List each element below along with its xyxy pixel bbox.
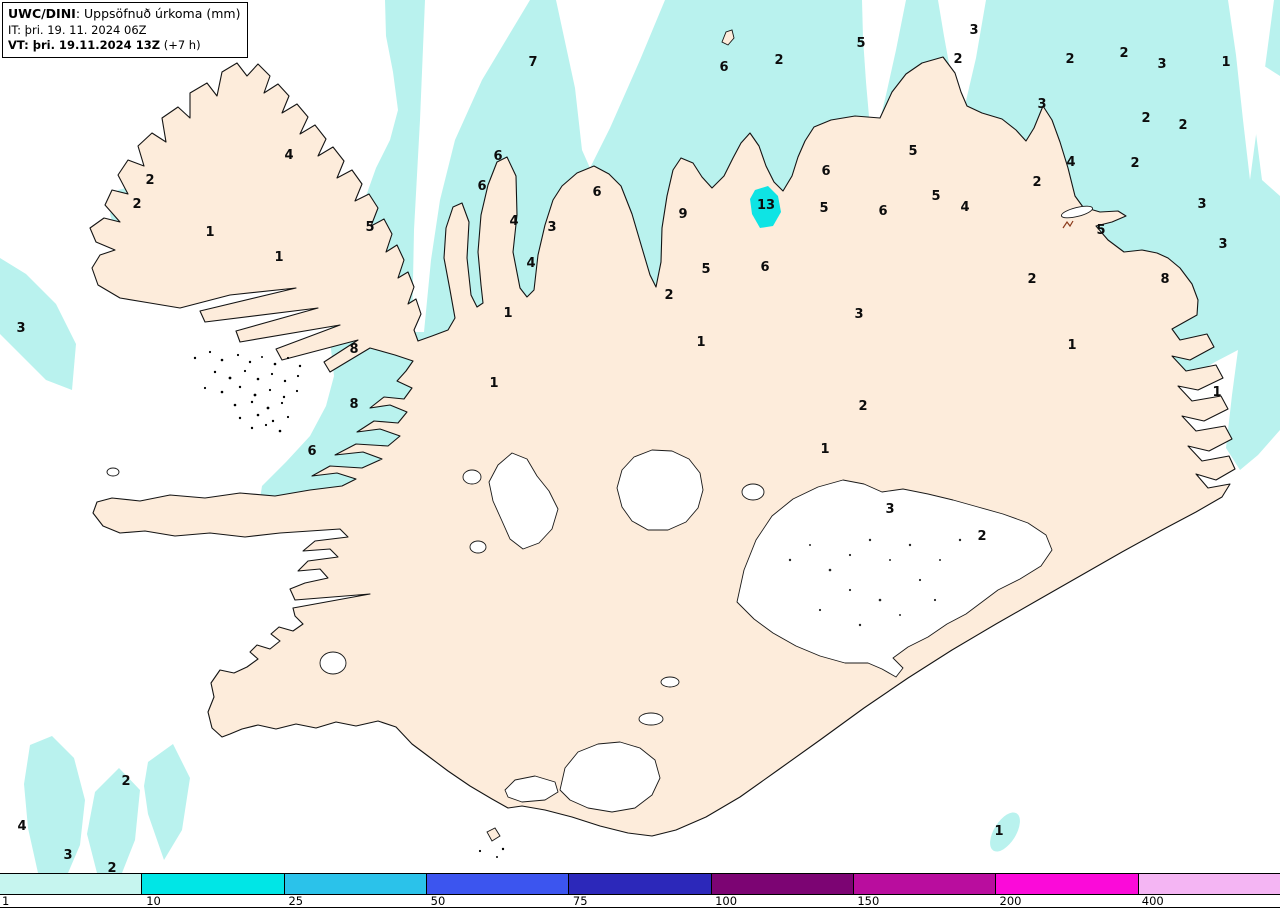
colorbar-tick-label: 100 <box>715 894 738 908</box>
coastal-lagoon <box>1060 205 1094 219</box>
glacier-thorisjokull <box>469 540 487 554</box>
glacier-vatnajokull <box>736 479 1053 678</box>
colorbar-tick-label: 400 <box>1141 894 1164 908</box>
glacier-hofsjokull <box>616 449 704 531</box>
colorbar-segment <box>569 874 712 894</box>
nunatak-specks <box>788 538 962 627</box>
precip-spot-13 <box>750 186 781 228</box>
fissure-mark <box>1062 220 1074 229</box>
valid-time: VT: þri. 19.11.2024 13Z (+7 h) <box>8 37 201 52</box>
colorbar-segment <box>0 874 143 894</box>
precipitation-map: 3 5 2 2 2 2 7 1 3 6 3 2 2 5 4 6 4 2 6 2 2 6 6 5 2 3 13 4 5 6 9 4 5 3 5 1 3 1 4… <box>0 0 1280 876</box>
colorbar-segment <box>853 874 997 894</box>
iceland-map-canvas <box>0 0 1280 873</box>
precip-gap-streaks <box>412 0 1280 332</box>
colorbar-tick-label: 200 <box>999 894 1022 908</box>
colorbar-segment <box>284 874 427 894</box>
map-legend-box: UWC/DINI: Uppsöfnuð úrkoma (mm) IT: þri.… <box>2 2 249 58</box>
lake-thorisvatn <box>660 676 680 688</box>
colorbar-tick-label: 10 <box>146 894 161 908</box>
colorbar-segment <box>711 874 854 894</box>
glacier-eyjafjallajokull <box>504 775 559 803</box>
glaciers <box>106 205 1094 813</box>
islands <box>478 29 735 858</box>
colorbar-segment <box>426 874 570 894</box>
breidafjordur-islets <box>193 350 302 433</box>
product-title: UWC/DINI: Uppsöfnuð úrkoma (mm) <box>8 6 241 21</box>
colorbar-tick-label: 75 <box>572 894 588 908</box>
colorbar-segment <box>142 874 285 894</box>
colorbar-segment <box>996 874 1139 894</box>
colorbar-tick-label: 25 <box>288 894 304 908</box>
glacier-torfajokull <box>638 712 664 726</box>
lake-snaefellsnes <box>106 467 120 477</box>
colorbar-segment <box>1138 874 1280 894</box>
glacier-tungnafellsjokull <box>741 483 765 501</box>
lake-thingvallavatn <box>319 651 347 675</box>
glacier-langjokull <box>488 452 559 550</box>
iceland-coastline <box>89 56 1236 837</box>
init-time: IT: þri. 19. 11. 2024 06Z <box>8 22 147 37</box>
colorbar-tick-label: 150 <box>857 894 880 908</box>
colorbar-labels: 1 10 25 50 75 100 150 200 400 <box>0 894 1280 908</box>
colorbar-tick-label: 50 <box>430 894 446 908</box>
colorbar-tick-label: 1 <box>2 894 10 908</box>
glacier-myrdalsjokull <box>559 741 661 813</box>
colorbar <box>0 873 1280 895</box>
glacier-eiriksjokull <box>462 469 482 485</box>
